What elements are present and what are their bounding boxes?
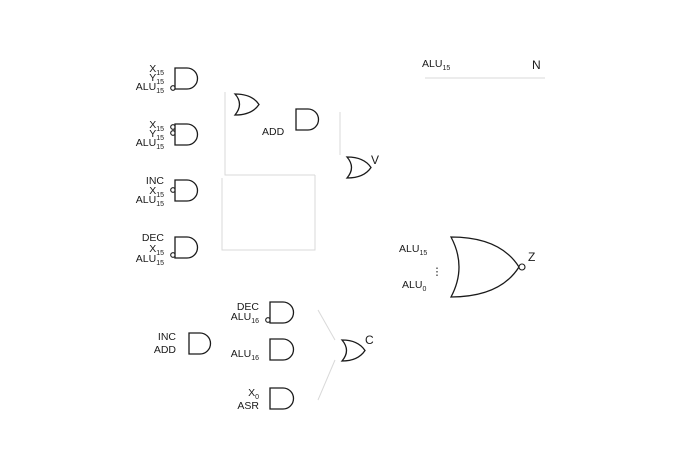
input-label: X0	[248, 387, 259, 401]
inc-add-and-gate: INC ADD	[154, 331, 212, 356]
nor-gate-shape	[449, 236, 520, 298]
and-gate-shape	[174, 67, 199, 90]
c-output-label: C	[365, 333, 374, 347]
and-gate-shape	[295, 108, 320, 131]
input-label: DEC	[237, 301, 260, 313]
or-gate-1	[233, 93, 260, 116]
z-nor-gate: ALU15 ⋮ ALU0 Z	[399, 236, 535, 298]
input-label: ASR	[237, 400, 259, 412]
input-label: ALU15	[136, 253, 164, 267]
input-label: INC	[158, 331, 177, 343]
and-gate-6: ALU16	[231, 338, 295, 362]
and-gate-1: X15 Y15 ALU15	[136, 63, 199, 95]
add-label: ADD	[262, 126, 285, 138]
v-or-gate: V	[345, 153, 379, 179]
input-label: INC	[146, 175, 165, 187]
and-gate-shape	[188, 332, 212, 355]
n-input-label: ALU15	[422, 58, 450, 72]
and-gate-shape	[174, 179, 199, 202]
input-label: X15	[149, 243, 164, 257]
input-label: ALU16	[231, 311, 259, 325]
and-gate-7: X0 ASR	[237, 387, 295, 412]
nor-output-bubble	[518, 263, 526, 271]
input-label: DEC	[142, 232, 165, 244]
input-label: ALU15	[136, 81, 164, 95]
input-label: Y15	[149, 72, 164, 86]
input-label: X15	[149, 119, 164, 133]
or-gate-shape	[340, 339, 366, 362]
and-gate-shape	[269, 338, 295, 361]
and-gate-shape	[174, 236, 199, 259]
v-output-label: V	[371, 153, 379, 167]
and-gate-4: DEC X15 ALU15	[136, 232, 199, 267]
z-output-label: Z	[528, 250, 535, 264]
input-label: ALU15	[136, 137, 164, 151]
and-gate-shape	[269, 387, 295, 410]
and-gate-3: INC X15 ALU15	[136, 175, 199, 208]
add-and-gate: ADD	[262, 108, 320, 138]
or-gate-shape	[345, 156, 372, 179]
input-label: X15	[149, 185, 164, 199]
input-label: ALU16	[231, 348, 259, 362]
and-gate-5: DEC ALU16	[231, 301, 295, 325]
input-label: Y15	[149, 128, 164, 142]
n-flag: ALU15 N	[422, 58, 541, 72]
faint-wires	[221, 77, 545, 401]
c-or-gate: C	[340, 333, 374, 362]
and-gate-shape	[269, 301, 295, 324]
input-label: X15	[149, 63, 164, 77]
nor-top-input-label: ALU15	[399, 243, 427, 257]
and-gate-2: X15 Y15 ALU15	[136, 119, 199, 151]
and-gate-shape	[174, 123, 199, 146]
input-ellipsis: ⋮	[432, 266, 443, 278]
nor-bottom-input-label: ALU0	[402, 279, 426, 293]
input-label: ADD	[154, 344, 177, 356]
n-output-label: N	[532, 58, 541, 72]
input-label: ALU15	[136, 194, 164, 208]
